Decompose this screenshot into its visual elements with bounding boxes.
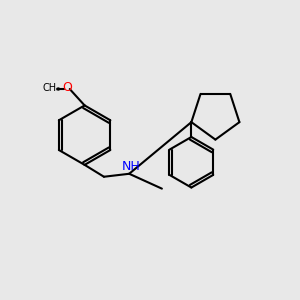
Text: NH: NH	[121, 160, 140, 173]
Text: O: O	[62, 81, 72, 94]
Text: CH₃: CH₃	[42, 82, 60, 93]
